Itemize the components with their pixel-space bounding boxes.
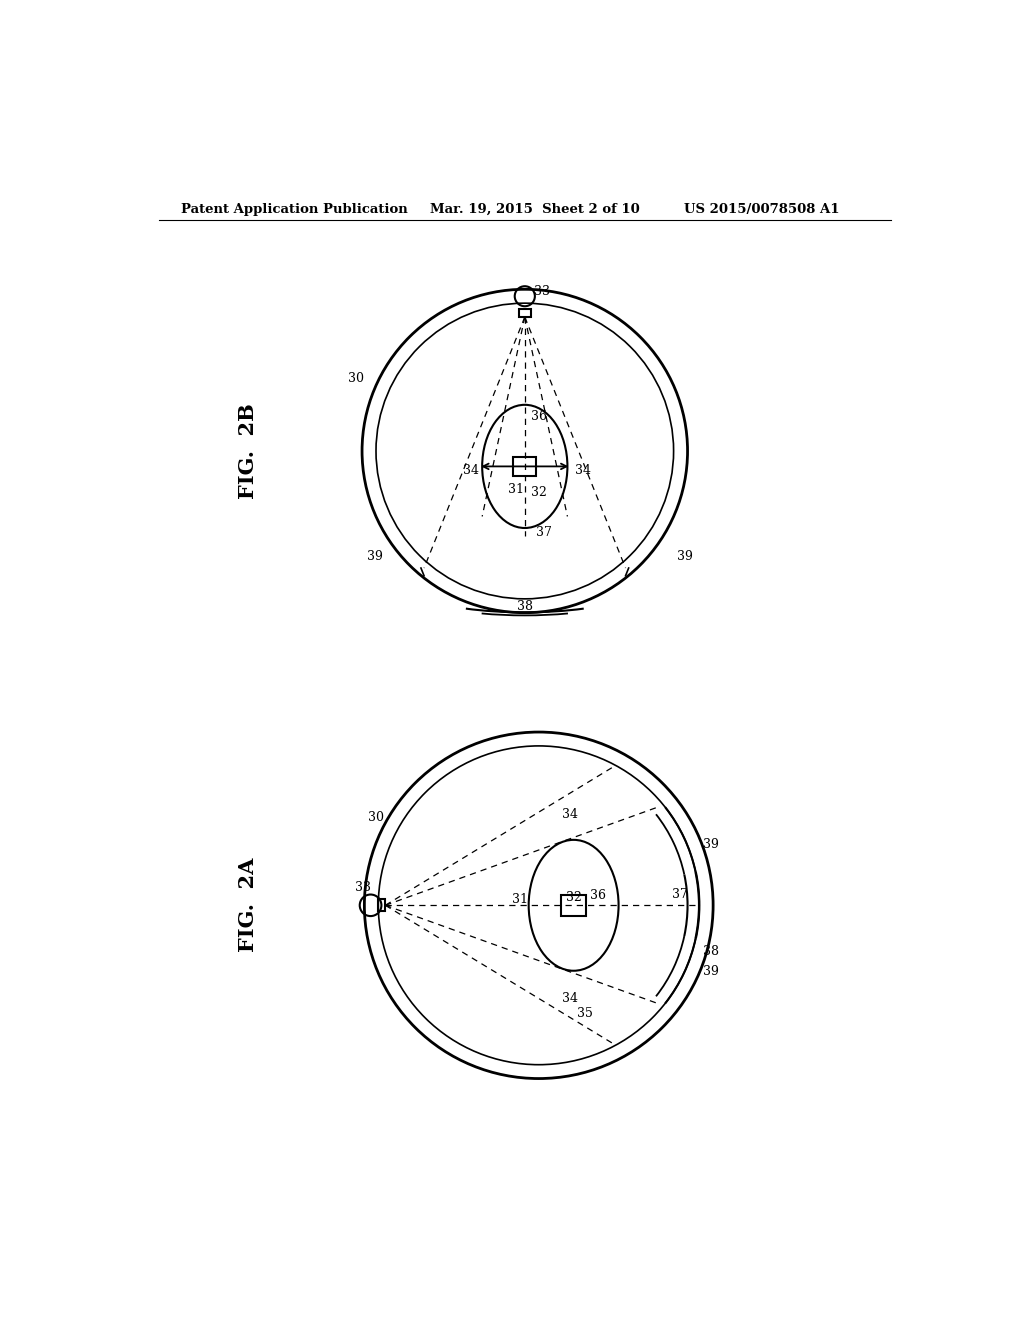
Text: 34: 34 — [562, 808, 578, 821]
Text: 34: 34 — [463, 465, 479, 477]
Text: 37: 37 — [672, 887, 688, 900]
Text: 37: 37 — [537, 525, 552, 539]
Text: 31: 31 — [512, 894, 527, 906]
Bar — [518, 309, 531, 317]
Text: 36: 36 — [531, 411, 547, 424]
Bar — [378, 899, 385, 911]
Text: 32: 32 — [566, 891, 582, 904]
Text: 39: 39 — [367, 550, 383, 564]
Text: 38: 38 — [517, 601, 534, 614]
Text: 30: 30 — [369, 810, 384, 824]
Text: 39: 39 — [703, 838, 719, 850]
Text: Mar. 19, 2015  Sheet 2 of 10: Mar. 19, 2015 Sheet 2 of 10 — [430, 203, 640, 215]
Text: FIG.  2B: FIG. 2B — [239, 403, 258, 499]
Text: 33: 33 — [535, 285, 550, 298]
Text: 32: 32 — [531, 486, 547, 499]
Text: 39: 39 — [703, 965, 719, 978]
Text: 39: 39 — [678, 550, 693, 564]
Text: 34: 34 — [575, 465, 591, 477]
Bar — [561, 895, 587, 916]
Text: 30: 30 — [348, 372, 365, 384]
Text: 31: 31 — [508, 483, 523, 496]
Bar — [513, 457, 537, 477]
Text: 33: 33 — [355, 882, 371, 895]
Text: Patent Application Publication: Patent Application Publication — [180, 203, 408, 215]
Text: FIG.  2A: FIG. 2A — [239, 858, 258, 953]
Text: 36: 36 — [590, 890, 606, 902]
Text: 34: 34 — [562, 991, 578, 1005]
Text: 38: 38 — [703, 945, 719, 958]
Text: US 2015/0078508 A1: US 2015/0078508 A1 — [684, 203, 840, 215]
Text: 35: 35 — [578, 1007, 593, 1020]
